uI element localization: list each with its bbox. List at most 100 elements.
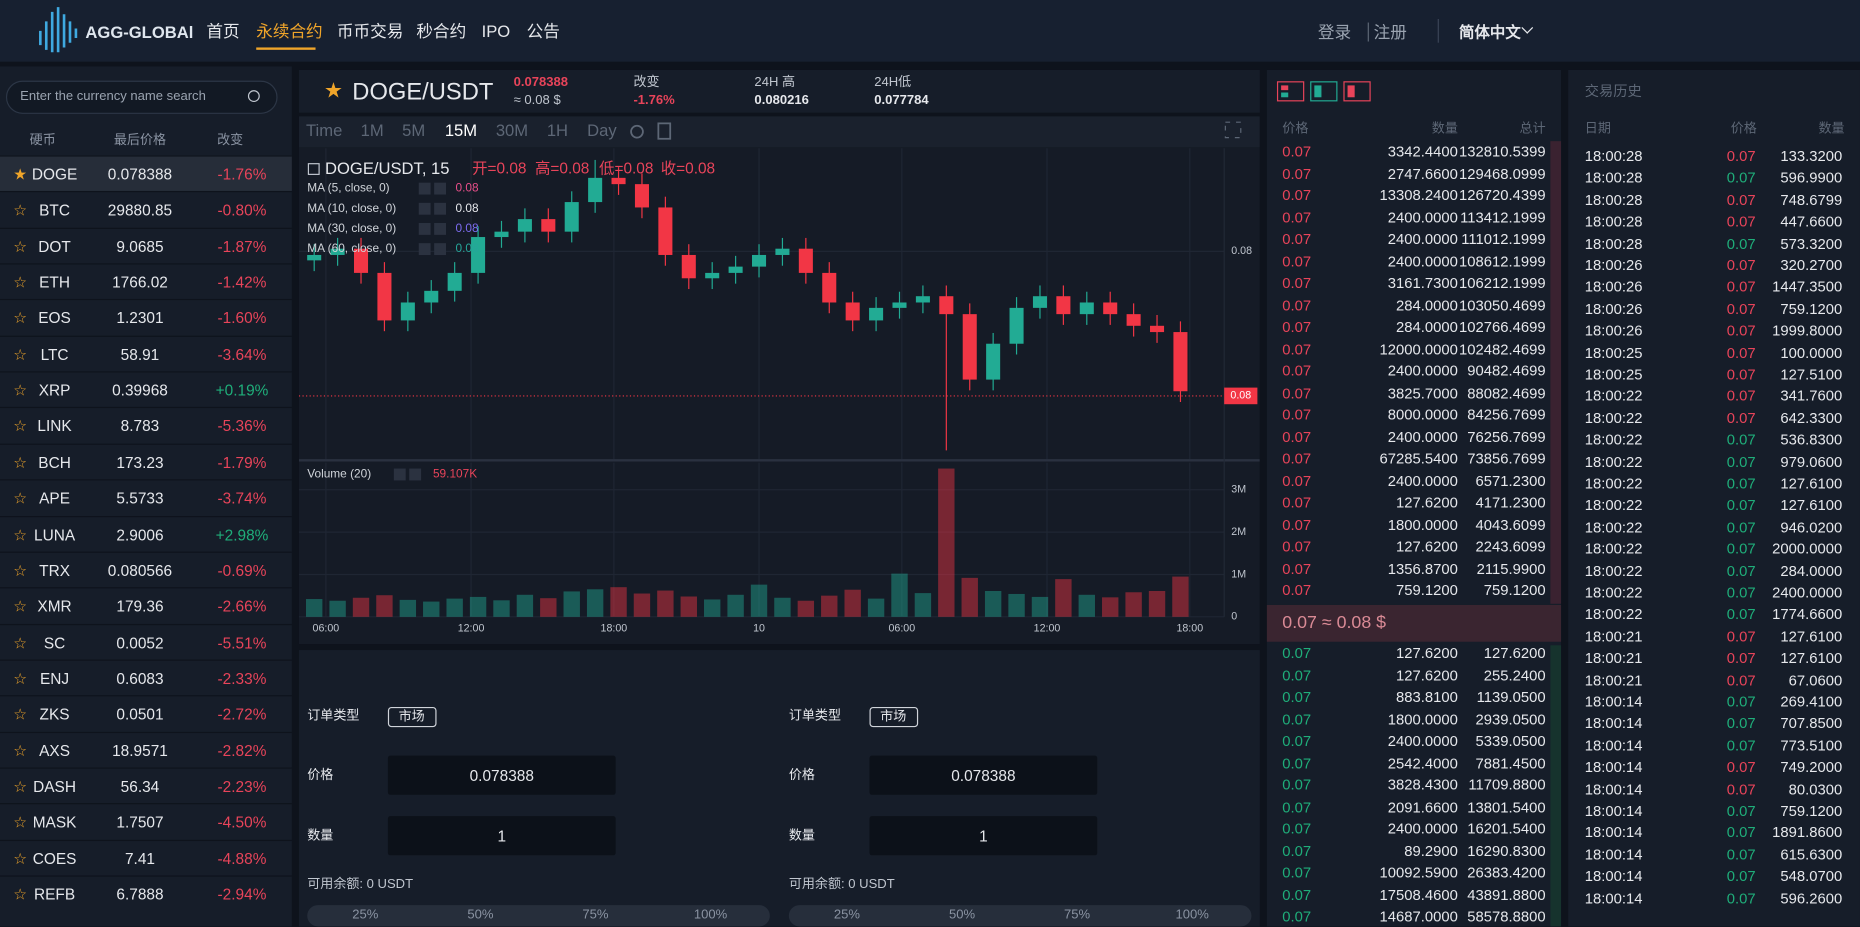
settings-icon[interactable]: [630, 124, 644, 139]
market-row[interactable]: [0, 227, 292, 263]
market-row[interactable]: [0, 263, 292, 299]
book-total: 6571.2300: [1475, 472, 1546, 490]
book-total: 90482.4699: [1467, 362, 1546, 380]
volume-bar: [844, 589, 861, 617]
interval-button[interactable]: 5M: [402, 121, 425, 140]
market-row[interactable]: [0, 335, 292, 371]
orderbook-view-icons[interactable]: [1276, 81, 1376, 102]
ticker-label: 改变: [633, 75, 660, 90]
nav-item[interactable]: 币币交易: [336, 21, 404, 41]
trade-time: 18:00:22: [1584, 409, 1643, 427]
search-box[interactable]: [5, 80, 278, 114]
price-input[interactable]: [869, 755, 1098, 795]
qty-input[interactable]: [869, 816, 1098, 856]
trade-amount: 946.0200: [1780, 519, 1843, 536]
book-total: 759.1200: [1483, 582, 1546, 599]
trade-amount: 80.0300: [1788, 780, 1843, 798]
percent-button[interactable]: 75%: [582, 908, 609, 923]
market-row[interactable]: [0, 767, 292, 803]
market-row[interactable]: [0, 659, 292, 695]
interval-button[interactable]: Day: [587, 121, 617, 140]
login-link[interactable]: 登录: [1317, 22, 1352, 42]
percent-button[interactable]: 100%: [693, 908, 728, 923]
interval-button[interactable]: 30M: [496, 121, 528, 140]
market-price: 58.91: [120, 345, 160, 364]
market-row[interactable]: [0, 479, 292, 515]
market-row[interactable]: [0, 623, 292, 659]
nav-item[interactable]: 首页: [206, 21, 240, 41]
ma-legend-icon: [434, 223, 447, 235]
percent-button[interactable]: 100%: [1175, 908, 1209, 923]
percent-button[interactable]: 50%: [948, 908, 976, 923]
book-qty: 67285.5400: [1379, 450, 1458, 468]
market-row[interactable]: [0, 191, 292, 227]
market-row[interactable]: [0, 695, 292, 731]
trade-amount: 573.3200: [1780, 235, 1843, 252]
price-input-value[interactable]: 0.078388: [469, 766, 534, 785]
market-row[interactable]: [0, 515, 292, 551]
market-row[interactable]: [0, 407, 292, 443]
register-link[interactable]: 注册: [1373, 22, 1407, 42]
nav-item[interactable]: 公告: [526, 21, 560, 41]
market-row[interactable]: [0, 839, 292, 875]
price-input-value[interactable]: 0.078388: [951, 766, 1016, 785]
qty-input-value[interactable]: 1: [497, 827, 507, 846]
market-row[interactable]: [0, 371, 292, 407]
x-tick-label: 18:00: [1176, 623, 1203, 635]
book-qty: 12000.0000: [1379, 340, 1458, 358]
volume-bar: [493, 600, 510, 617]
percent-button[interactable]: 75%: [1064, 908, 1091, 923]
trade-price: 0.07: [1726, 344, 1756, 362]
price-input[interactable]: [387, 755, 616, 795]
book-total: 2243.6099: [1475, 538, 1546, 555]
candle-body: [424, 290, 439, 303]
fullscreen-icon[interactable]: [1224, 121, 1242, 139]
interval-button[interactable]: 1M: [361, 121, 384, 140]
market-symbol: TRX: [39, 561, 70, 580]
trade-time: 18:00:28: [1584, 191, 1643, 209]
market-row[interactable]: [0, 443, 292, 479]
order-type[interactable]: 市场: [398, 709, 425, 725]
market-row[interactable]: [0, 875, 292, 911]
order-type-button[interactable]: [869, 706, 919, 728]
qty-input[interactable]: [387, 816, 616, 856]
ohlc-legend: 开=0.08: [472, 161, 526, 178]
volume-bar: [797, 600, 815, 617]
market-row[interactable]: [0, 299, 292, 335]
market-row[interactable]: [0, 551, 292, 587]
market-row[interactable]: [0, 155, 292, 192]
market-symbol: SC: [43, 633, 66, 652]
trade-time: 18:00:26: [1584, 257, 1643, 274]
trade-amount: 748.6799: [1780, 191, 1843, 209]
book-total: 132810.5399: [1459, 143, 1546, 160]
order-type[interactable]: 市场: [880, 709, 907, 725]
nav-item[interactable]: IPO: [481, 21, 511, 41]
nav-item[interactable]: 永续合约: [256, 21, 323, 41]
market-row[interactable]: [0, 731, 292, 767]
y-tick-label: 0.08: [1231, 245, 1252, 257]
book-price: 0.07: [1282, 776, 1312, 794]
language-select[interactable]: 简体中文: [1459, 23, 1521, 41]
interval-button[interactable]: 15M: [445, 121, 477, 140]
percent-button[interactable]: 25%: [833, 908, 861, 923]
indicator-icon[interactable]: [657, 122, 672, 140]
interval-button[interactable]: 1H: [547, 121, 568, 140]
percent-button[interactable]: 25%: [352, 908, 379, 923]
book-price: 0.07: [1282, 274, 1312, 292]
market-row[interactable]: [0, 587, 292, 623]
trade-price: 0.07: [1726, 846, 1756, 864]
qty-input-value[interactable]: 1: [979, 827, 988, 846]
book-total: 126720.4399: [1459, 187, 1546, 204]
interval-button[interactable]: Time: [306, 121, 342, 140]
chart-title: DOGE/USDT, 15: [325, 159, 450, 178]
market-row[interactable]: [0, 803, 292, 839]
percent-button[interactable]: 50%: [467, 908, 494, 923]
candle-body: [892, 302, 907, 308]
nav-item[interactable]: 秒合约: [416, 21, 467, 41]
favorite-star[interactable]: ★: [323, 78, 343, 103]
star-icon: ☆: [13, 813, 28, 832]
ticker-symbol: DOGE/USDT: [352, 79, 494, 106]
volume-tick-label: 0: [1231, 611, 1237, 623]
trades-header: 数量: [1818, 121, 1845, 136]
order-type-button[interactable]: [387, 706, 437, 728]
